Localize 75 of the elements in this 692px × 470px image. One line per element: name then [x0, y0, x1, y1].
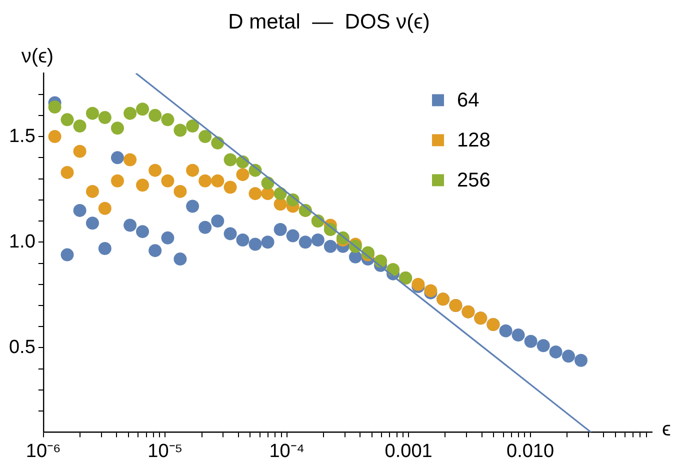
- point: [298, 236, 312, 249]
- point: [110, 122, 124, 135]
- point: [148, 244, 162, 258]
- y-tick-label: 0.5: [8, 336, 36, 358]
- point: [86, 184, 99, 198]
- point: [60, 166, 74, 179]
- point: [211, 214, 224, 228]
- point: [549, 345, 562, 358]
- point: [136, 225, 150, 238]
- point: [348, 250, 362, 264]
- point: [110, 151, 124, 164]
- x-tick-label: 10⁻⁶: [26, 440, 61, 462]
- y-axis-title: ν(ϵ): [21, 46, 54, 68]
- point: [86, 216, 99, 230]
- point: [198, 174, 212, 188]
- point: [236, 168, 250, 182]
- point: [98, 202, 112, 215]
- point: [248, 238, 262, 251]
- point: [574, 354, 588, 367]
- point: [73, 144, 86, 158]
- point: [224, 153, 237, 166]
- point: [186, 200, 200, 213]
- y-tick-label: 1.5: [8, 126, 36, 147]
- legend-label: 256: [457, 170, 490, 192]
- point: [148, 108, 162, 122]
- point: [73, 204, 86, 217]
- point: [236, 234, 250, 247]
- point: [324, 240, 337, 253]
- point: [186, 164, 200, 177]
- point: [198, 130, 212, 144]
- point: [110, 174, 124, 188]
- point: [198, 220, 212, 234]
- point: [499, 324, 512, 338]
- point: [224, 227, 237, 240]
- point: [211, 174, 224, 188]
- point: [73, 119, 86, 132]
- point: [60, 248, 74, 262]
- chart-title: D metal — DOS ν(ϵ): [228, 10, 430, 34]
- legend-label: 64: [457, 90, 480, 112]
- point: [562, 350, 575, 363]
- point: [60, 113, 74, 126]
- point: [536, 339, 550, 352]
- y-tick-label: 1.0: [8, 231, 36, 252]
- x-tick-label: 10⁻⁴: [269, 440, 305, 462]
- point: [161, 174, 174, 188]
- x-tick-label: 10⁻⁵: [148, 440, 183, 462]
- point: [274, 222, 287, 236]
- point: [124, 153, 137, 166]
- point: [286, 229, 300, 242]
- point: [186, 119, 200, 132]
- point: [124, 218, 137, 232]
- x-tick-label: 0.010: [506, 440, 554, 462]
- point: [136, 102, 150, 116]
- point: [48, 100, 62, 114]
- point: [261, 236, 274, 249]
- point: [512, 328, 525, 342]
- point: [174, 252, 187, 266]
- point: [161, 231, 174, 244]
- x-axis-title: ϵ: [662, 418, 671, 441]
- point: [248, 187, 262, 200]
- point: [524, 334, 538, 348]
- point: [48, 130, 62, 144]
- point: [136, 178, 150, 192]
- point: [311, 234, 324, 247]
- point: [124, 106, 137, 120]
- point: [174, 124, 187, 137]
- point: [86, 106, 99, 120]
- x-tick-label: 0.001: [384, 440, 432, 462]
- point: [98, 111, 112, 124]
- legend-label: 128: [457, 130, 490, 152]
- point: [174, 184, 187, 198]
- point: [224, 180, 237, 194]
- point: [98, 242, 112, 255]
- point: [148, 164, 162, 177]
- point: [161, 113, 174, 126]
